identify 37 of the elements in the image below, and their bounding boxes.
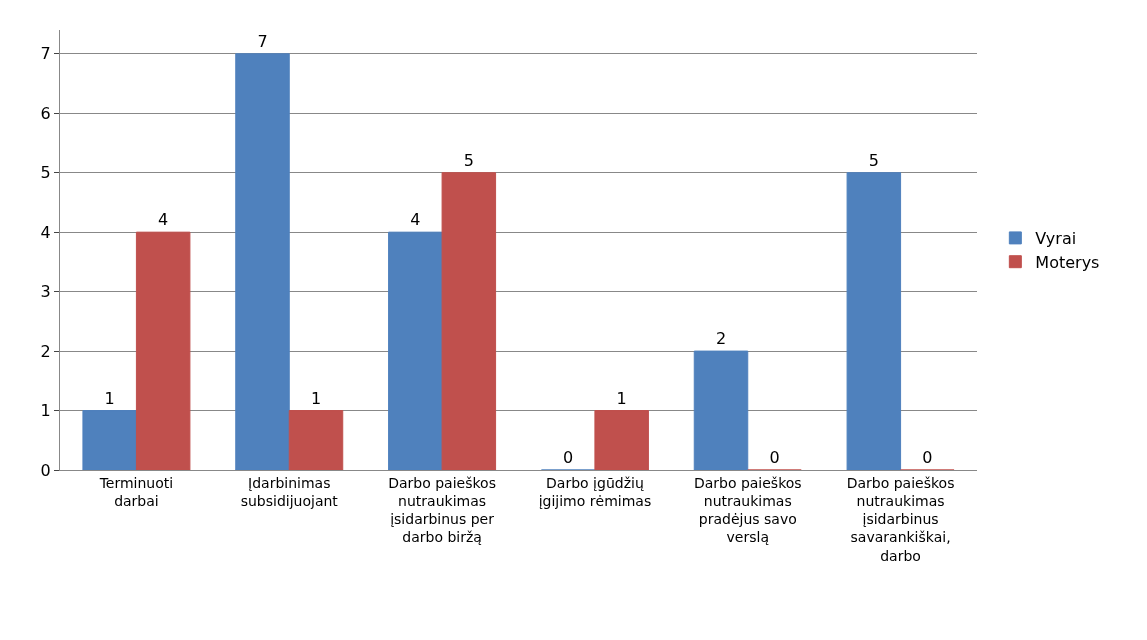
data-label: 1: [616, 388, 627, 408]
bar: [288, 410, 344, 470]
x-tick-label: Darbo paieškos nutraukimas įsidarbinus savarankiškai, darbo: [846, 474, 955, 564]
y-tick-label: 0: [40, 460, 51, 480]
data-label: 0: [563, 448, 574, 467]
data-label: 4: [158, 210, 169, 230]
legend-label: Moterys: [1035, 252, 1100, 272]
data-label: 1: [310, 388, 322, 408]
x-tick-label: Darbo įgūdžių įgijimo rėmimas: [538, 474, 652, 509]
bar: [594, 410, 649, 470]
y-tick-label: 5: [40, 163, 51, 183]
data-label: 2: [715, 329, 727, 349]
bar: [82, 410, 137, 470]
bar: [235, 53, 290, 470]
x-tick-label: Įdarbinimas subsidijuojant: [240, 474, 339, 509]
bar: [441, 172, 497, 470]
bar: [135, 231, 191, 470]
y-tick-label: 2: [40, 341, 51, 361]
y-tick-label: 6: [40, 103, 51, 123]
data-label: 5: [463, 150, 474, 170]
data-label: 0: [769, 448, 780, 467]
data-label: 4: [410, 210, 421, 230]
data-label: 5: [868, 150, 879, 170]
y-tick-label: 1: [40, 401, 51, 421]
y-tick-label: 7: [40, 44, 51, 64]
bar: [693, 350, 749, 470]
x-tick-label: Terminuoti darbai: [98, 474, 174, 509]
legend-label: Vyrai: [1035, 229, 1077, 249]
bar: [846, 172, 902, 470]
x-tick-label: Darbo paieškos nutraukimas pradėjus savo verslą: [693, 474, 802, 546]
data-label: 0: [922, 448, 933, 467]
y-tick-label: 3: [40, 282, 51, 302]
x-tick-label: Darbo paieškos nutraukimas įsidarbinus per darbo biržą: [388, 474, 496, 546]
data-label: 1: [104, 388, 115, 408]
y-tick-label: 4: [40, 222, 51, 242]
bar: [388, 231, 443, 470]
data-label: 7: [257, 31, 268, 51]
